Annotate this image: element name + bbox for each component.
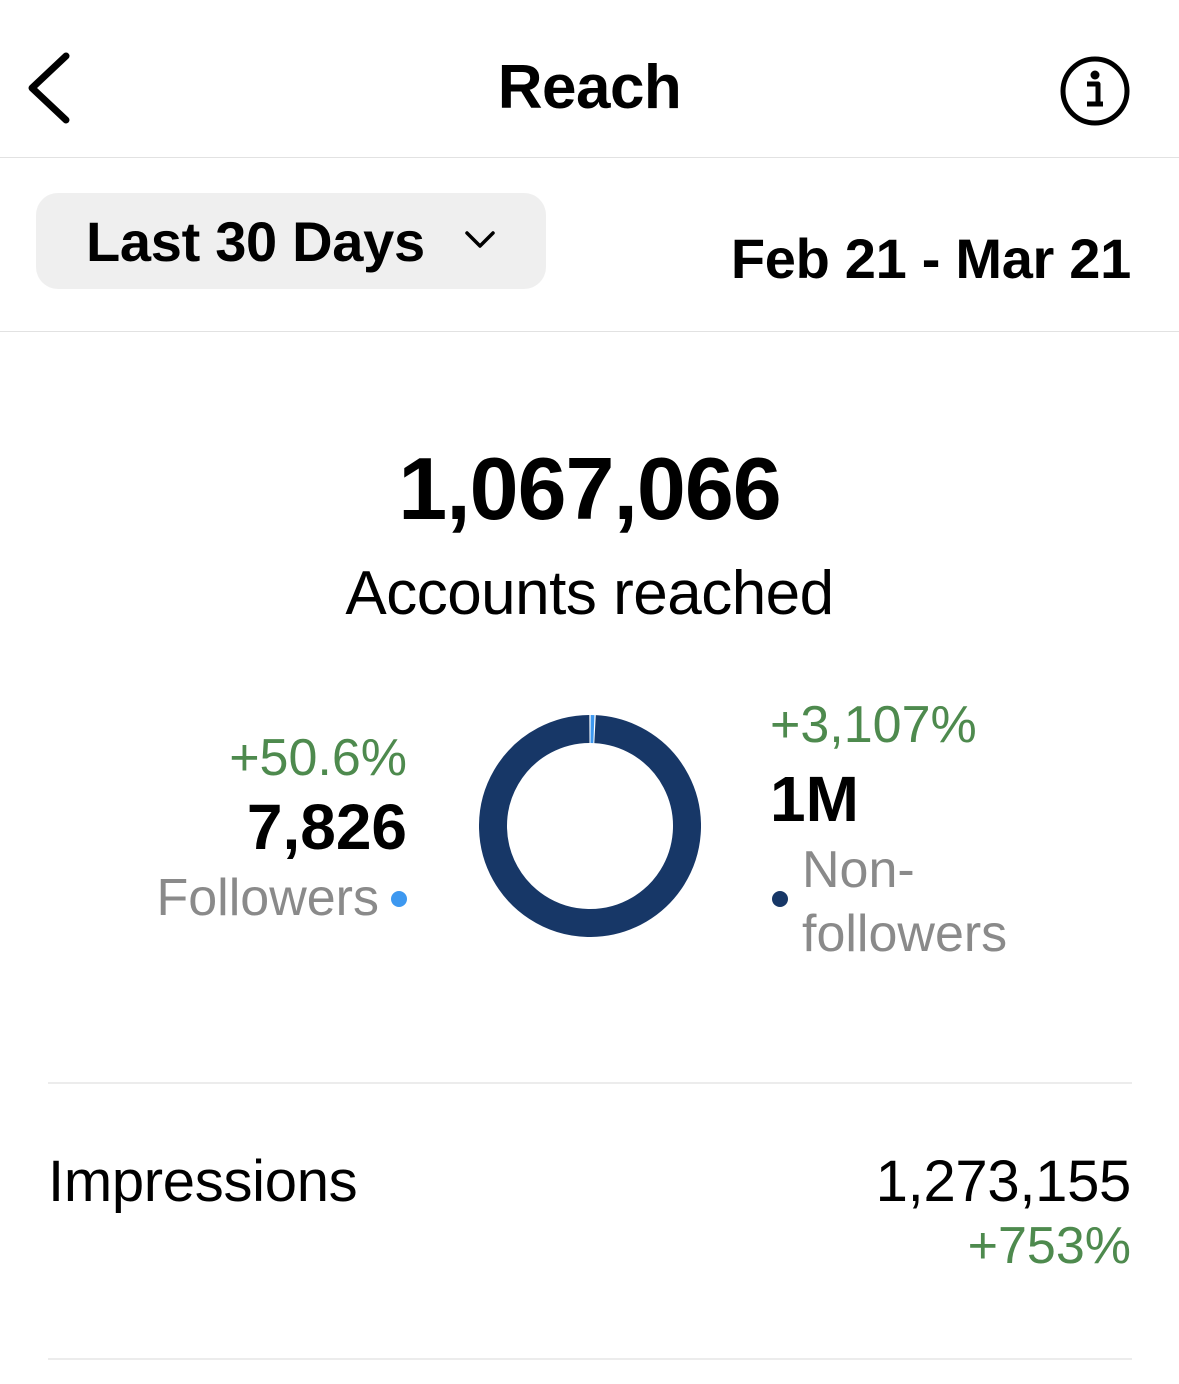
donut-slice-non-followers <box>479 715 701 937</box>
date-range-dropdown[interactable]: Last 30 Days <box>36 193 546 289</box>
non-followers-label: Non- followers <box>802 838 1052 966</box>
followers-legend-dot <box>391 891 407 907</box>
back-button[interactable] <box>22 48 82 128</box>
date-range-text: Feb 21 - Mar 21 <box>730 227 1131 290</box>
non-followers-legend-dot <box>772 891 788 907</box>
date-range-dropdown-label: Last 30 Days <box>86 210 425 273</box>
filter-bar: Last 30 Days Feb 21 - Mar 21 <box>0 158 1179 332</box>
chevron-down-icon <box>465 231 495 248</box>
impressions-value: 1,273,155 <box>875 1149 1132 1214</box>
impressions-label: Impressions <box>48 1149 358 1214</box>
header-bar: Reach <box>0 0 1179 158</box>
info-icon <box>1060 56 1130 126</box>
chevron-left-icon <box>28 52 70 124</box>
non-followers-value: 1M <box>770 763 859 835</box>
section-divider <box>48 1082 1132 1084</box>
followers-label: Followers <box>156 869 380 927</box>
non-followers-label-line1: Non- <box>802 841 915 899</box>
info-button[interactable] <box>1058 54 1132 128</box>
page-title: Reach <box>497 53 682 122</box>
non-followers-label-line2: followers <box>802 905 1008 963</box>
section-divider <box>48 1358 1132 1360</box>
accounts-reached-label: Accounts reached <box>345 559 834 628</box>
impressions-change: +753% <box>967 1217 1131 1275</box>
followers-value: 7,826 <box>246 791 407 863</box>
reach-donut-chart <box>479 715 701 937</box>
non-followers-change: +3,107% <box>770 696 977 754</box>
accounts-reached-value: 1,067,066 <box>398 439 782 538</box>
followers-change: +50.6% <box>229 729 407 787</box>
